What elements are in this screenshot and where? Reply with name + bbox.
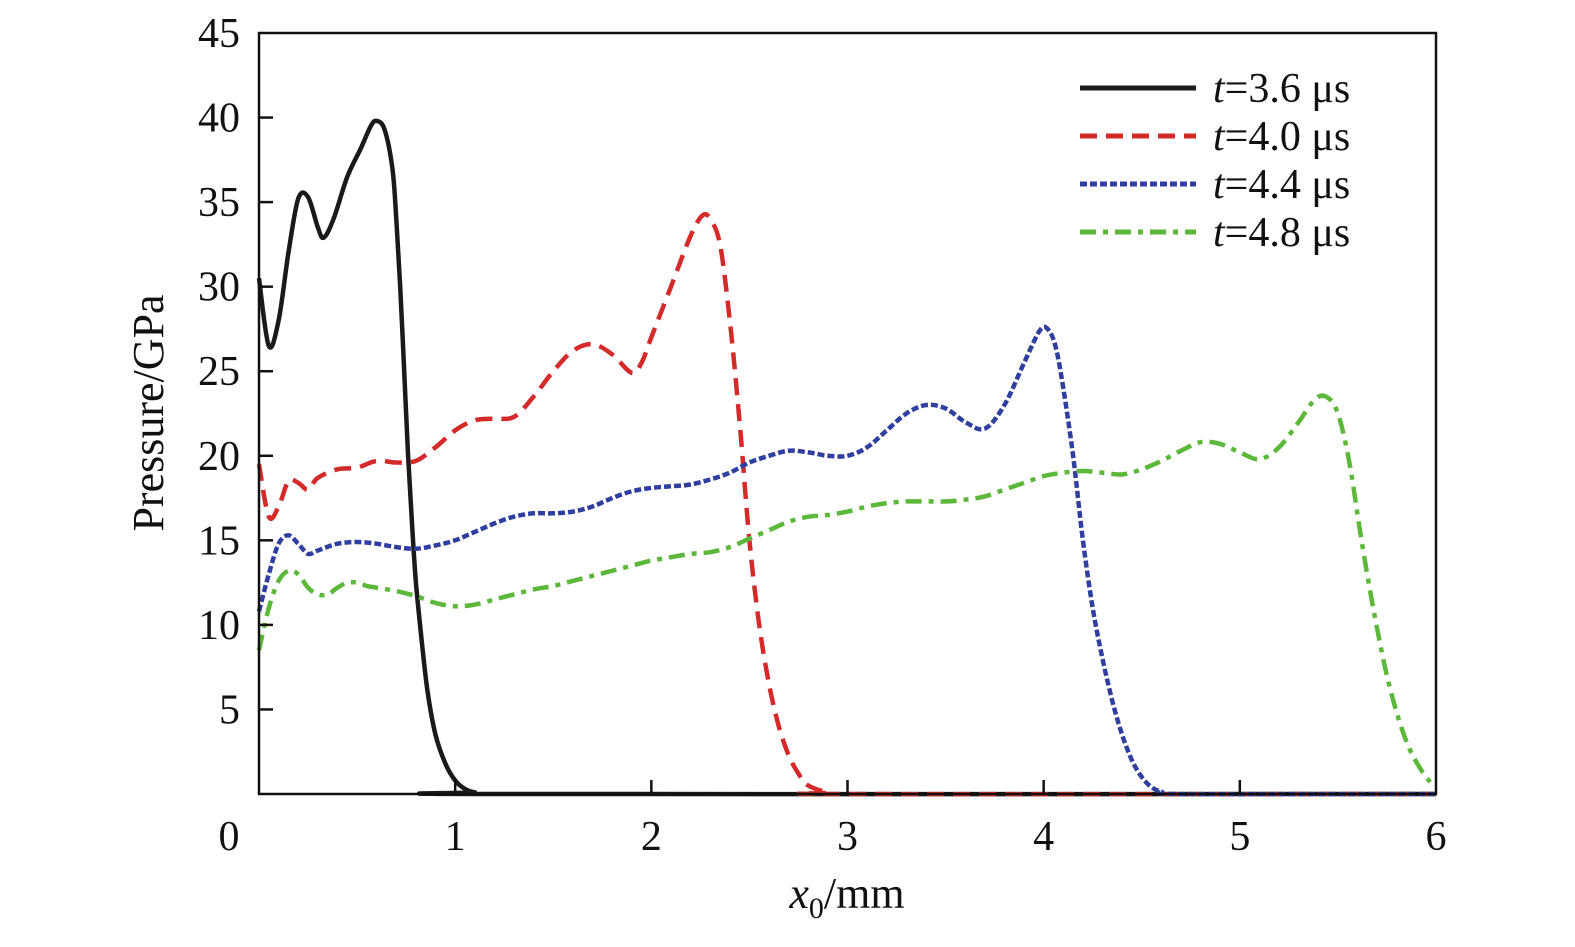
y-tick-label: 30 xyxy=(198,265,240,311)
y-tick-label: 10 xyxy=(198,603,240,649)
y-tick-label: 45 xyxy=(198,11,240,57)
x-tick-label: 2 xyxy=(641,814,662,860)
legend-label-3: t=4.4 μs xyxy=(1213,162,1350,208)
y-axis-label: Pressure/GPa xyxy=(124,294,173,531)
x-tick-label: 6 xyxy=(1426,814,1447,860)
legend-label-2: t=4.0 μs xyxy=(1213,114,1350,160)
x-axis-label: x0/mm xyxy=(788,869,904,925)
series-line-3 xyxy=(256,324,1437,797)
x-tick-label: 1 xyxy=(445,814,466,860)
y-tick-label: 40 xyxy=(198,96,240,142)
series-line-4 xyxy=(256,393,1432,784)
legend-label-4: t=4.8 μs xyxy=(1213,210,1350,256)
plot-lines xyxy=(256,118,1437,797)
y-tick-label: 25 xyxy=(198,349,240,395)
y-tick-label: 20 xyxy=(198,434,240,480)
x-tick-label: 0 xyxy=(219,814,240,860)
y-tick-label: 5 xyxy=(219,687,240,733)
legend-label-1: t=3.6 μs xyxy=(1213,66,1350,112)
series-line-2 xyxy=(256,211,1437,797)
series-line-1 xyxy=(256,118,1437,797)
y-tick-label: 15 xyxy=(198,518,240,564)
legend: t=3.6 μst=4.0 μst=4.4 μst=4.8 μs xyxy=(1080,66,1350,256)
axis-ticks xyxy=(259,116,1242,794)
y-tick-label: 35 xyxy=(198,180,240,226)
x-tick-label: 3 xyxy=(837,814,858,860)
x-tick-label: 5 xyxy=(1229,814,1250,860)
x-tick-label: 4 xyxy=(1033,814,1054,860)
